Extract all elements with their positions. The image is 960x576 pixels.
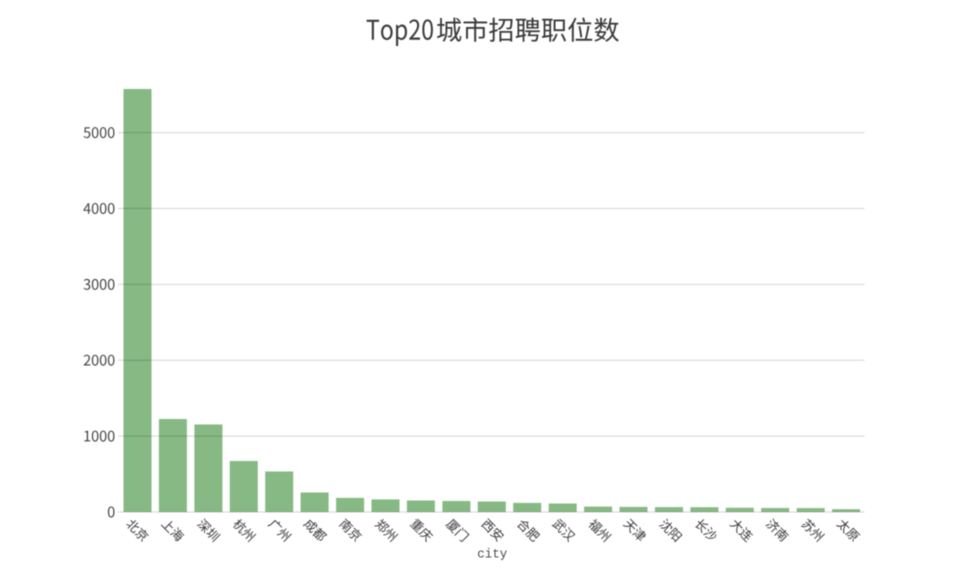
svg-text:city: city — [477, 548, 508, 562]
